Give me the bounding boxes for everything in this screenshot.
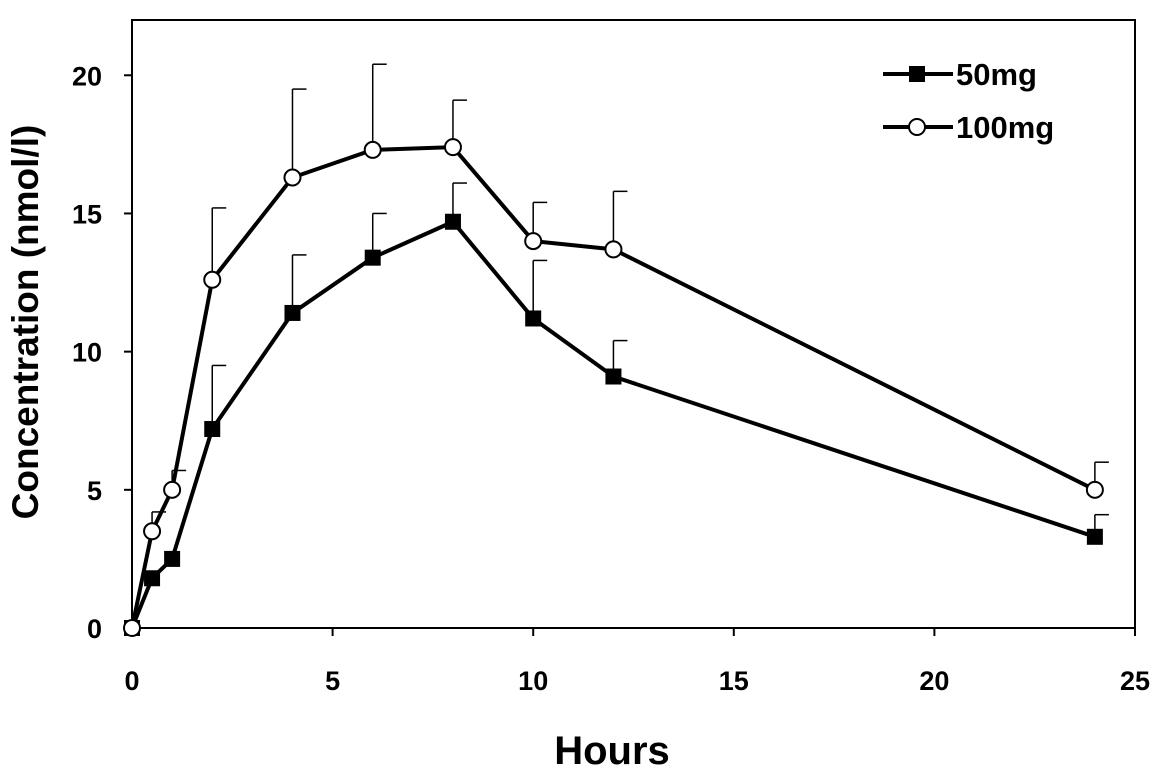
series-line-50mg	[130, 219, 1096, 629]
series-layer	[123, 63, 1109, 637]
data-point	[363, 140, 382, 159]
x-axis-title: Hours	[554, 729, 670, 771]
x-tick-label: 10	[518, 666, 548, 696]
legend-marker-100mg	[908, 118, 926, 136]
data-point	[364, 249, 381, 266]
data-point	[524, 232, 543, 251]
x-axis: 0 5 10 15 20 25	[124, 628, 1150, 696]
data-point	[123, 619, 141, 637]
data-point	[143, 522, 162, 541]
y-tick-label: 20	[72, 61, 102, 91]
data-point	[144, 570, 161, 587]
legend-marker-50mg	[909, 66, 925, 82]
data-point	[1085, 480, 1104, 499]
data-point	[203, 270, 222, 289]
legend-label-100mg: 100mg	[956, 110, 1054, 145]
data-point	[163, 480, 182, 499]
data-point	[284, 304, 301, 321]
data-point	[283, 168, 302, 187]
x-tick-label: 15	[719, 666, 749, 696]
data-point	[1086, 528, 1103, 545]
series-100mg	[123, 63, 1109, 637]
y-tick-label: 0	[87, 614, 102, 644]
x-tick-label: 20	[919, 666, 949, 696]
plot-area-frame	[131, 19, 1136, 629]
x-tick-label: 25	[1120, 666, 1150, 696]
data-point	[444, 213, 461, 230]
data-point	[204, 421, 221, 438]
y-axis: 0 5 10 15 20	[72, 61, 132, 644]
data-point	[605, 368, 622, 385]
y-tick-label: 5	[87, 476, 102, 506]
series-line-100mg	[130, 145, 1096, 629]
x-tick-label: 0	[124, 666, 139, 696]
legend-label-50mg: 50mg	[956, 57, 1037, 92]
y-tick-label: 10	[72, 338, 102, 368]
x-tick-label: 5	[325, 666, 340, 696]
data-point	[164, 550, 181, 567]
y-tick-label: 15	[72, 199, 102, 229]
y-axis-title: Concentration (nmol/l)	[5, 125, 46, 520]
data-point	[443, 138, 462, 157]
data-point	[525, 310, 542, 327]
legend: 50mg 100mg	[883, 57, 1054, 145]
data-point	[604, 240, 623, 259]
